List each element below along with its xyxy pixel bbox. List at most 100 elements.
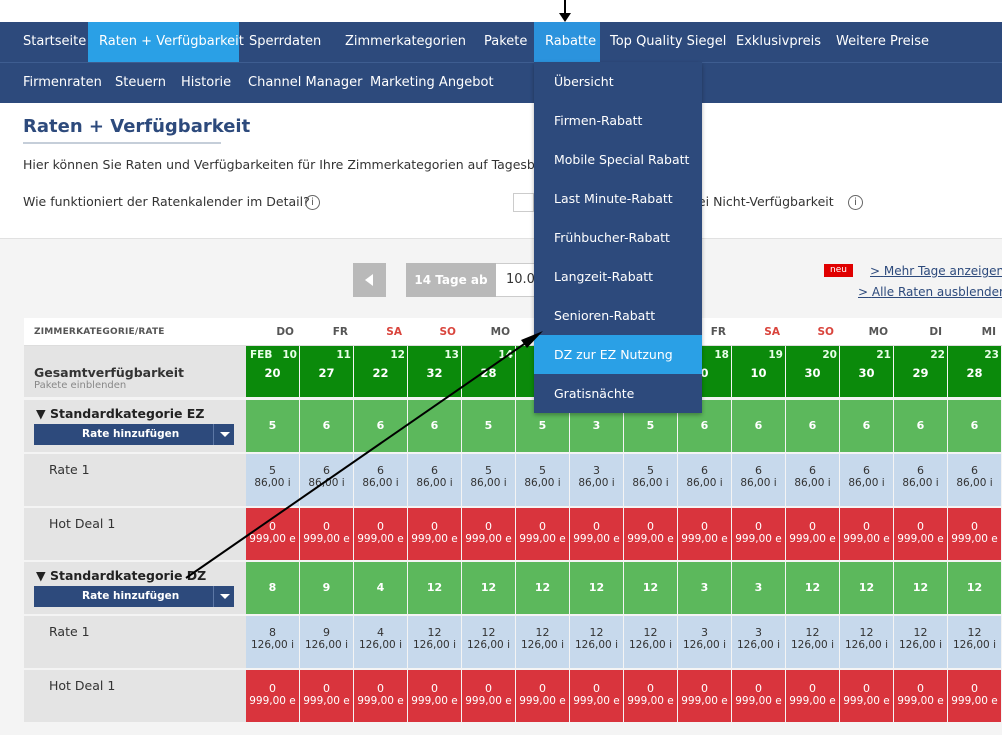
chevron-down-icon[interactable] xyxy=(213,424,234,445)
category-availability-cell[interactable]: 6 xyxy=(894,400,947,452)
category-availability-cell[interactable]: 8 xyxy=(246,562,299,614)
subnav-historie[interactable]: Historie xyxy=(181,75,232,90)
rate-cell[interactable]: 0 999,00 e xyxy=(516,670,569,722)
menu-item-dz-zur-ez-nutzung[interactable]: DZ zur EZ Nutzung xyxy=(534,335,702,374)
rate-cell[interactable]: 5 86,00 i xyxy=(246,454,299,506)
previous-period-button[interactable] xyxy=(353,263,386,297)
rate-cell[interactable]: 0 999,00 e xyxy=(786,508,839,560)
nav-top-quality-siegel[interactable]: Top Quality Siegel xyxy=(610,34,727,49)
menu-item-senioren-rabatt[interactable]: Senioren-Rabatt xyxy=(554,308,656,323)
rate-cell[interactable]: 12 126,00 i xyxy=(462,616,515,668)
total-availability-cell[interactable]: 11 27 xyxy=(300,346,353,397)
rate-cell[interactable]: 12 126,00 i xyxy=(786,616,839,668)
rate-cell[interactable]: 3 86,00 i xyxy=(570,454,623,506)
rate-cell[interactable]: 3 126,00 i xyxy=(678,616,731,668)
total-availability-cell[interactable]: FEB 10 20 xyxy=(246,346,299,397)
menu-item-gratisnaechte[interactable]: Gratisnächte xyxy=(554,386,635,401)
rate-cell[interactable]: 9 126,00 i xyxy=(300,616,353,668)
rate-cell[interactable]: 12 126,00 i xyxy=(624,616,677,668)
rate-cell[interactable]: 6 86,00 i xyxy=(840,454,893,506)
category-availability-cell[interactable]: 3 xyxy=(732,562,785,614)
category-availability-cell[interactable]: 12 xyxy=(408,562,461,614)
category-availability-cell[interactable]: 12 xyxy=(840,562,893,614)
add-rate-button[interactable]: Rate hinzufügen xyxy=(34,586,234,607)
category-title[interactable]: ▼ Standardkategorie EZ xyxy=(36,406,204,421)
rate-cell[interactable]: 0 999,00 e xyxy=(840,508,893,560)
rate-cell[interactable]: 0 999,00 e xyxy=(948,508,1001,560)
rate-cell[interactable]: 6 86,00 i xyxy=(300,454,353,506)
rate-cell[interactable]: 6 86,00 i xyxy=(354,454,407,506)
nav-zimmerkategorien[interactable]: Zimmerkategorien xyxy=(345,34,466,49)
rate-cell[interactable]: 0 999,00 e xyxy=(300,508,353,560)
category-availability-cell[interactable]: 5 xyxy=(246,400,299,452)
nav-raten-verfuegbarkeit[interactable]: Raten + Verfügbarkeit xyxy=(88,22,244,62)
nav-exklusivpreis[interactable]: Exklusivpreis xyxy=(736,34,822,49)
rate-cell[interactable]: 12 126,00 i xyxy=(894,616,947,668)
rate-cell[interactable]: 4 126,00 i xyxy=(354,616,407,668)
category-availability-cell[interactable]: 6 xyxy=(786,400,839,452)
category-availability-cell[interactable]: 3 xyxy=(678,562,731,614)
subnav-channel-manager[interactable]: Channel Manager xyxy=(248,75,363,90)
menu-item-last-minute-rabatt[interactable]: Last Minute-Rabatt xyxy=(554,191,673,206)
rate-cell[interactable]: 0 999,00 e xyxy=(786,670,839,722)
menu-item-firmen-rabatt[interactable]: Firmen-Rabatt xyxy=(554,113,643,128)
category-availability-cell[interactable]: 12 xyxy=(786,562,839,614)
category-availability-cell[interactable]: 4 xyxy=(354,562,407,614)
total-availability-cell[interactable]: 21 30 xyxy=(840,346,893,397)
nav-sperrdaten[interactable]: Sperrdaten xyxy=(249,34,322,49)
total-availability-cell[interactable]: 19 10 xyxy=(732,346,785,397)
rate-cell[interactable]: 0 999,00 e xyxy=(408,670,461,722)
rate-cell[interactable]: 0 999,00 e xyxy=(678,670,731,722)
nicht-verfuegbar-checkbox[interactable] xyxy=(513,193,534,212)
chevron-down-icon[interactable] xyxy=(213,586,234,607)
category-availability-cell[interactable]: 5 xyxy=(462,400,515,452)
category-availability-cell[interactable]: 6 xyxy=(732,400,785,452)
rate-cell[interactable]: 5 86,00 i xyxy=(462,454,515,506)
nav-rabatte[interactable]: Rabatte xyxy=(534,22,600,62)
category-availability-cell[interactable]: 6 xyxy=(840,400,893,452)
rate-cell[interactable]: 5 86,00 i xyxy=(624,454,677,506)
total-availability-cell[interactable]: 13 32 xyxy=(408,346,461,397)
rate-cell[interactable]: 0 999,00 e xyxy=(894,670,947,722)
rate-cell[interactable]: 0 999,00 e xyxy=(408,508,461,560)
rate-cell[interactable]: 0 999,00 e xyxy=(570,508,623,560)
category-availability-cell[interactable]: 12 xyxy=(516,562,569,614)
menu-item-uebersicht[interactable]: Übersicht xyxy=(554,74,614,89)
rate-cell[interactable]: 0 999,00 e xyxy=(354,670,407,722)
category-availability-cell[interactable]: 6 xyxy=(408,400,461,452)
collapse-triangle-icon[interactable]: ▼ xyxy=(36,406,46,421)
rate-cell[interactable]: 6 86,00 i xyxy=(894,454,947,506)
subnav-steuern[interactable]: Steuern xyxy=(115,75,166,90)
info-icon[interactable]: i xyxy=(305,195,320,210)
rate-cell[interactable]: 0 999,00 e xyxy=(300,670,353,722)
rate-cell[interactable]: 6 86,00 i xyxy=(786,454,839,506)
category-availability-cell[interactable]: 9 xyxy=(300,562,353,614)
menu-item-langzeit-rabatt[interactable]: Langzeit-Rabatt xyxy=(554,269,654,284)
rate-cell[interactable]: 0 999,00 e xyxy=(246,508,299,560)
rate-cell[interactable]: 0 999,00 e xyxy=(624,670,677,722)
rate-cell[interactable]: 12 126,00 i xyxy=(840,616,893,668)
rate-cell[interactable]: 12 126,00 i xyxy=(516,616,569,668)
total-availability-cell[interactable]: 23 28 xyxy=(948,346,1001,397)
packages-toggle-link[interactable]: Pakete einblenden xyxy=(34,380,127,391)
category-availability-cell[interactable]: 12 xyxy=(570,562,623,614)
total-availability-cell[interactable]: 14 28 xyxy=(462,346,515,397)
collapse-triangle-icon[interactable]: ▼ xyxy=(36,568,46,583)
add-rate-button[interactable]: Rate hinzufügen xyxy=(34,424,234,445)
nav-weitere-preise[interactable]: Weitere Preise xyxy=(836,34,930,49)
category-availability-cell[interactable]: 6 xyxy=(354,400,407,452)
rate-cell[interactable]: 0 999,00 e xyxy=(894,508,947,560)
subnav-firmenraten[interactable]: Firmenraten xyxy=(23,75,102,90)
category-availability-cell[interactable]: 12 xyxy=(624,562,677,614)
rate-cell[interactable]: 12 126,00 i xyxy=(408,616,461,668)
rate-cell[interactable]: 0 999,00 e xyxy=(732,508,785,560)
category-availability-cell[interactable]: 12 xyxy=(894,562,947,614)
rate-cell[interactable]: 8 126,00 i xyxy=(246,616,299,668)
rate-cell[interactable]: 0 999,00 e xyxy=(678,508,731,560)
rate-cell[interactable]: 0 999,00 e xyxy=(732,670,785,722)
rate-cell[interactable]: 0 999,00 e xyxy=(624,508,677,560)
rate-cell[interactable]: 3 126,00 i xyxy=(732,616,785,668)
rate-name[interactable]: Rate 1 xyxy=(49,462,90,477)
rate-cell[interactable]: 6 86,00 i xyxy=(732,454,785,506)
rate-cell[interactable]: 12 126,00 i xyxy=(570,616,623,668)
